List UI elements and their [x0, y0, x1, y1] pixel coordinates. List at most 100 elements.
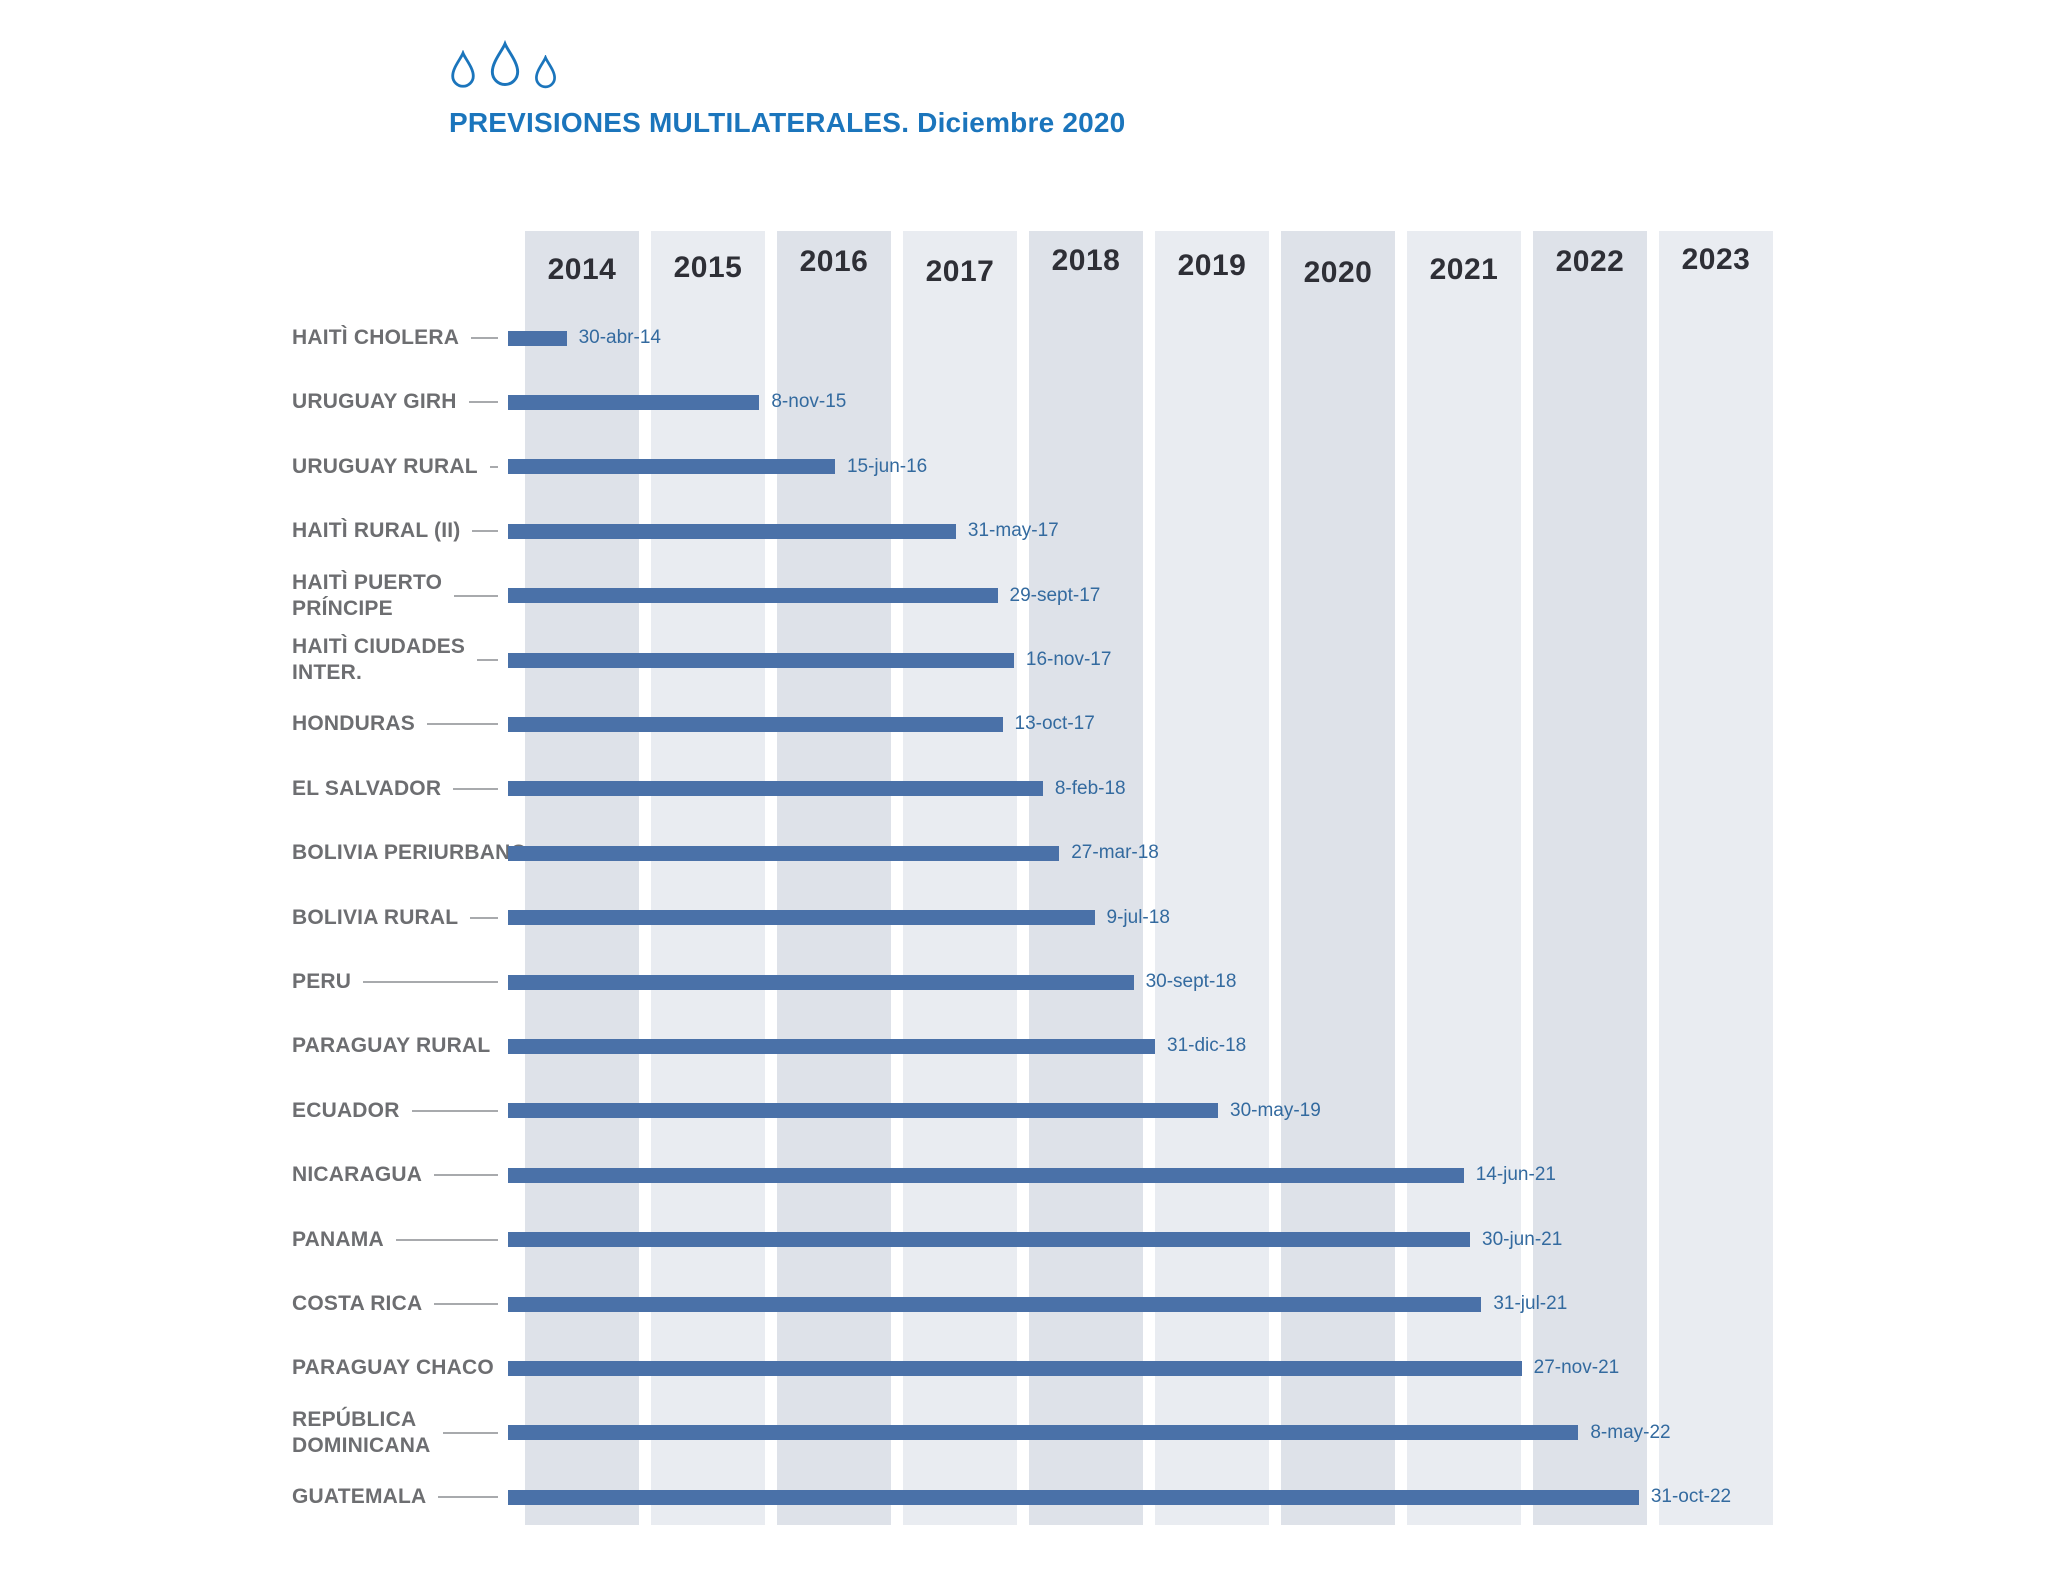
leader-line [442, 1431, 498, 1434]
leader-line [434, 1303, 498, 1305]
row-label: REPÚBLICA DOMINICANA [292, 1407, 431, 1459]
row-label-line: BOLIVIA RURAL [292, 905, 459, 929]
row-label: BOLIVIA RURAL [292, 905, 458, 931]
water-drop-icon [451, 50, 475, 88]
row-label-group: PANAMA [292, 1212, 504, 1268]
row-label: HONDURAS [292, 711, 415, 737]
row-label: BOLIVIA PERIURBANO [292, 840, 527, 866]
row-label-group: HAITÌ CIUDADES INTER. [292, 632, 504, 688]
row-label-line: URUGUAY GIRH [292, 390, 457, 414]
leader-line [434, 1174, 498, 1177]
year-column-2021: 2021 [1407, 231, 1521, 1525]
date-label: 27-nov-21 [1533, 1357, 1620, 1379]
row-label: COSTA RICA [292, 1291, 422, 1317]
row-label-group: HAITÌ CHOLERA [292, 310, 504, 366]
timeline-bar [508, 394, 760, 410]
row-label-line: BOLIVIA PERIURBANO [292, 841, 527, 865]
date-label: 13-oct-17 [1014, 713, 1095, 735]
row-label-line: GUATEMALA [292, 1485, 427, 1509]
timeline-bar [508, 1360, 1522, 1376]
year-label: 2022 [1555, 245, 1625, 278]
timeline-bar [508, 1232, 1470, 1248]
row-label-group: BOLIVIA PERIURBANO [292, 825, 527, 881]
date-label: 15-jun-16 [846, 455, 928, 477]
year-column-2018: 2018 [1029, 231, 1143, 1525]
date-label: 16-nov-17 [1025, 649, 1112, 670]
date-label: 30-sept-18 [1145, 971, 1237, 992]
date-label: 29-sept-17 [1009, 584, 1101, 606]
row-label-line: NICARAGUA [292, 1163, 423, 1187]
leader-line [477, 659, 498, 661]
year-label: 2014 [547, 253, 617, 286]
row-label-group: PARAGUAY RURAL [292, 1018, 504, 1074]
leader-line [411, 1109, 498, 1112]
year-label: 2023 [1681, 243, 1751, 276]
row-label-group: NICARAGUA [292, 1147, 504, 1203]
leader-line [454, 594, 498, 597]
timeline-bar [508, 781, 1043, 797]
row-label-group: COSTA RICA [292, 1276, 504, 1332]
timeline-bar [508, 523, 956, 539]
water-drop-icon [535, 55, 556, 89]
timeline-bar [508, 1425, 1579, 1441]
leader-line [426, 723, 498, 726]
year-column-2016: 2016 [777, 231, 891, 1525]
date-label: 30-may-19 [1230, 1099, 1321, 1121]
date-label: 30-jun-21 [1482, 1228, 1563, 1250]
row-label-group: GUATEMALA [292, 1469, 504, 1525]
row-label-group: HAITÌ PUERTO PRÍNCIPE [292, 568, 504, 624]
row-label-group: URUGUAY RURAL [292, 439, 504, 495]
date-label: 8-nov-15 [771, 391, 847, 413]
leader-line [453, 787, 498, 790]
row-label-line: PRÍNCIPE [292, 596, 393, 620]
year-column-2017: 2017 [903, 231, 1017, 1525]
date-label: 8-may-22 [1590, 1421, 1671, 1443]
date-label: 31-dic-18 [1167, 1035, 1247, 1057]
timeline-bar [508, 845, 1060, 861]
row-label-line: HAITÌ PUERTO [292, 570, 443, 594]
timeline-bar [508, 652, 1014, 668]
row-label-line: PARAGUAY CHACO [292, 1356, 494, 1380]
leader-line [438, 1496, 498, 1499]
row-label: ECUADOR [292, 1098, 400, 1124]
row-label: HAITÌ CHOLERA [292, 325, 459, 351]
row-label: NICARAGUA [292, 1162, 422, 1188]
leader-line [468, 401, 498, 404]
row-label-group: EL SALVADOR [292, 761, 504, 817]
date-label: 31-jul-21 [1493, 1293, 1568, 1314]
row-label-line: COSTA RICA [292, 1292, 423, 1315]
row-label: PARAGUAY CHACO [292, 1355, 494, 1381]
date-label: 27-mar-18 [1071, 842, 1159, 864]
row-label-line: PERU [292, 970, 352, 993]
row-label-group: PERU [292, 954, 504, 1010]
year-label: 2021 [1429, 253, 1499, 286]
timeline-bar [508, 1489, 1639, 1505]
row-label-line: HAITÌ RURAL (II) [292, 519, 461, 543]
leader-line [395, 1238, 498, 1241]
year-label: 2018 [1051, 244, 1121, 277]
row-label-group: PARAGUAY CHACO [292, 1340, 504, 1396]
row-label: HAITÌ CIUDADES INTER. [292, 634, 465, 686]
timeline-bar [508, 974, 1134, 990]
row-label: URUGUAY RURAL [292, 454, 478, 480]
row-label-line: HAITÌ CIUDADES [292, 635, 466, 658]
row-label-group: URUGUAY GIRH [292, 374, 504, 430]
row-label: URUGUAY GIRH [292, 389, 457, 415]
timeline-bar [508, 1103, 1218, 1119]
row-label: PARAGUAY RURAL [292, 1033, 490, 1059]
row-label-group: HONDURAS [292, 696, 504, 752]
water-drops-icon [450, 39, 557, 90]
date-label: 30-abr-14 [578, 327, 661, 348]
row-label-line: URUGUAY RURAL [292, 454, 478, 478]
timeline-bar [508, 588, 998, 604]
year-column-2015: 2015 [651, 231, 765, 1525]
year-label: 2015 [673, 251, 743, 284]
row-label: PANAMA [292, 1227, 384, 1253]
row-label: EL SALVADOR [292, 776, 441, 802]
row-label-line: HAITÌ CHOLERA [292, 326, 460, 349]
timeline-bar [508, 1167, 1464, 1183]
date-label: 31-may-17 [967, 520, 1059, 542]
year-column-2014: 2014 [525, 231, 639, 1525]
year-label: 2019 [1177, 249, 1247, 282]
